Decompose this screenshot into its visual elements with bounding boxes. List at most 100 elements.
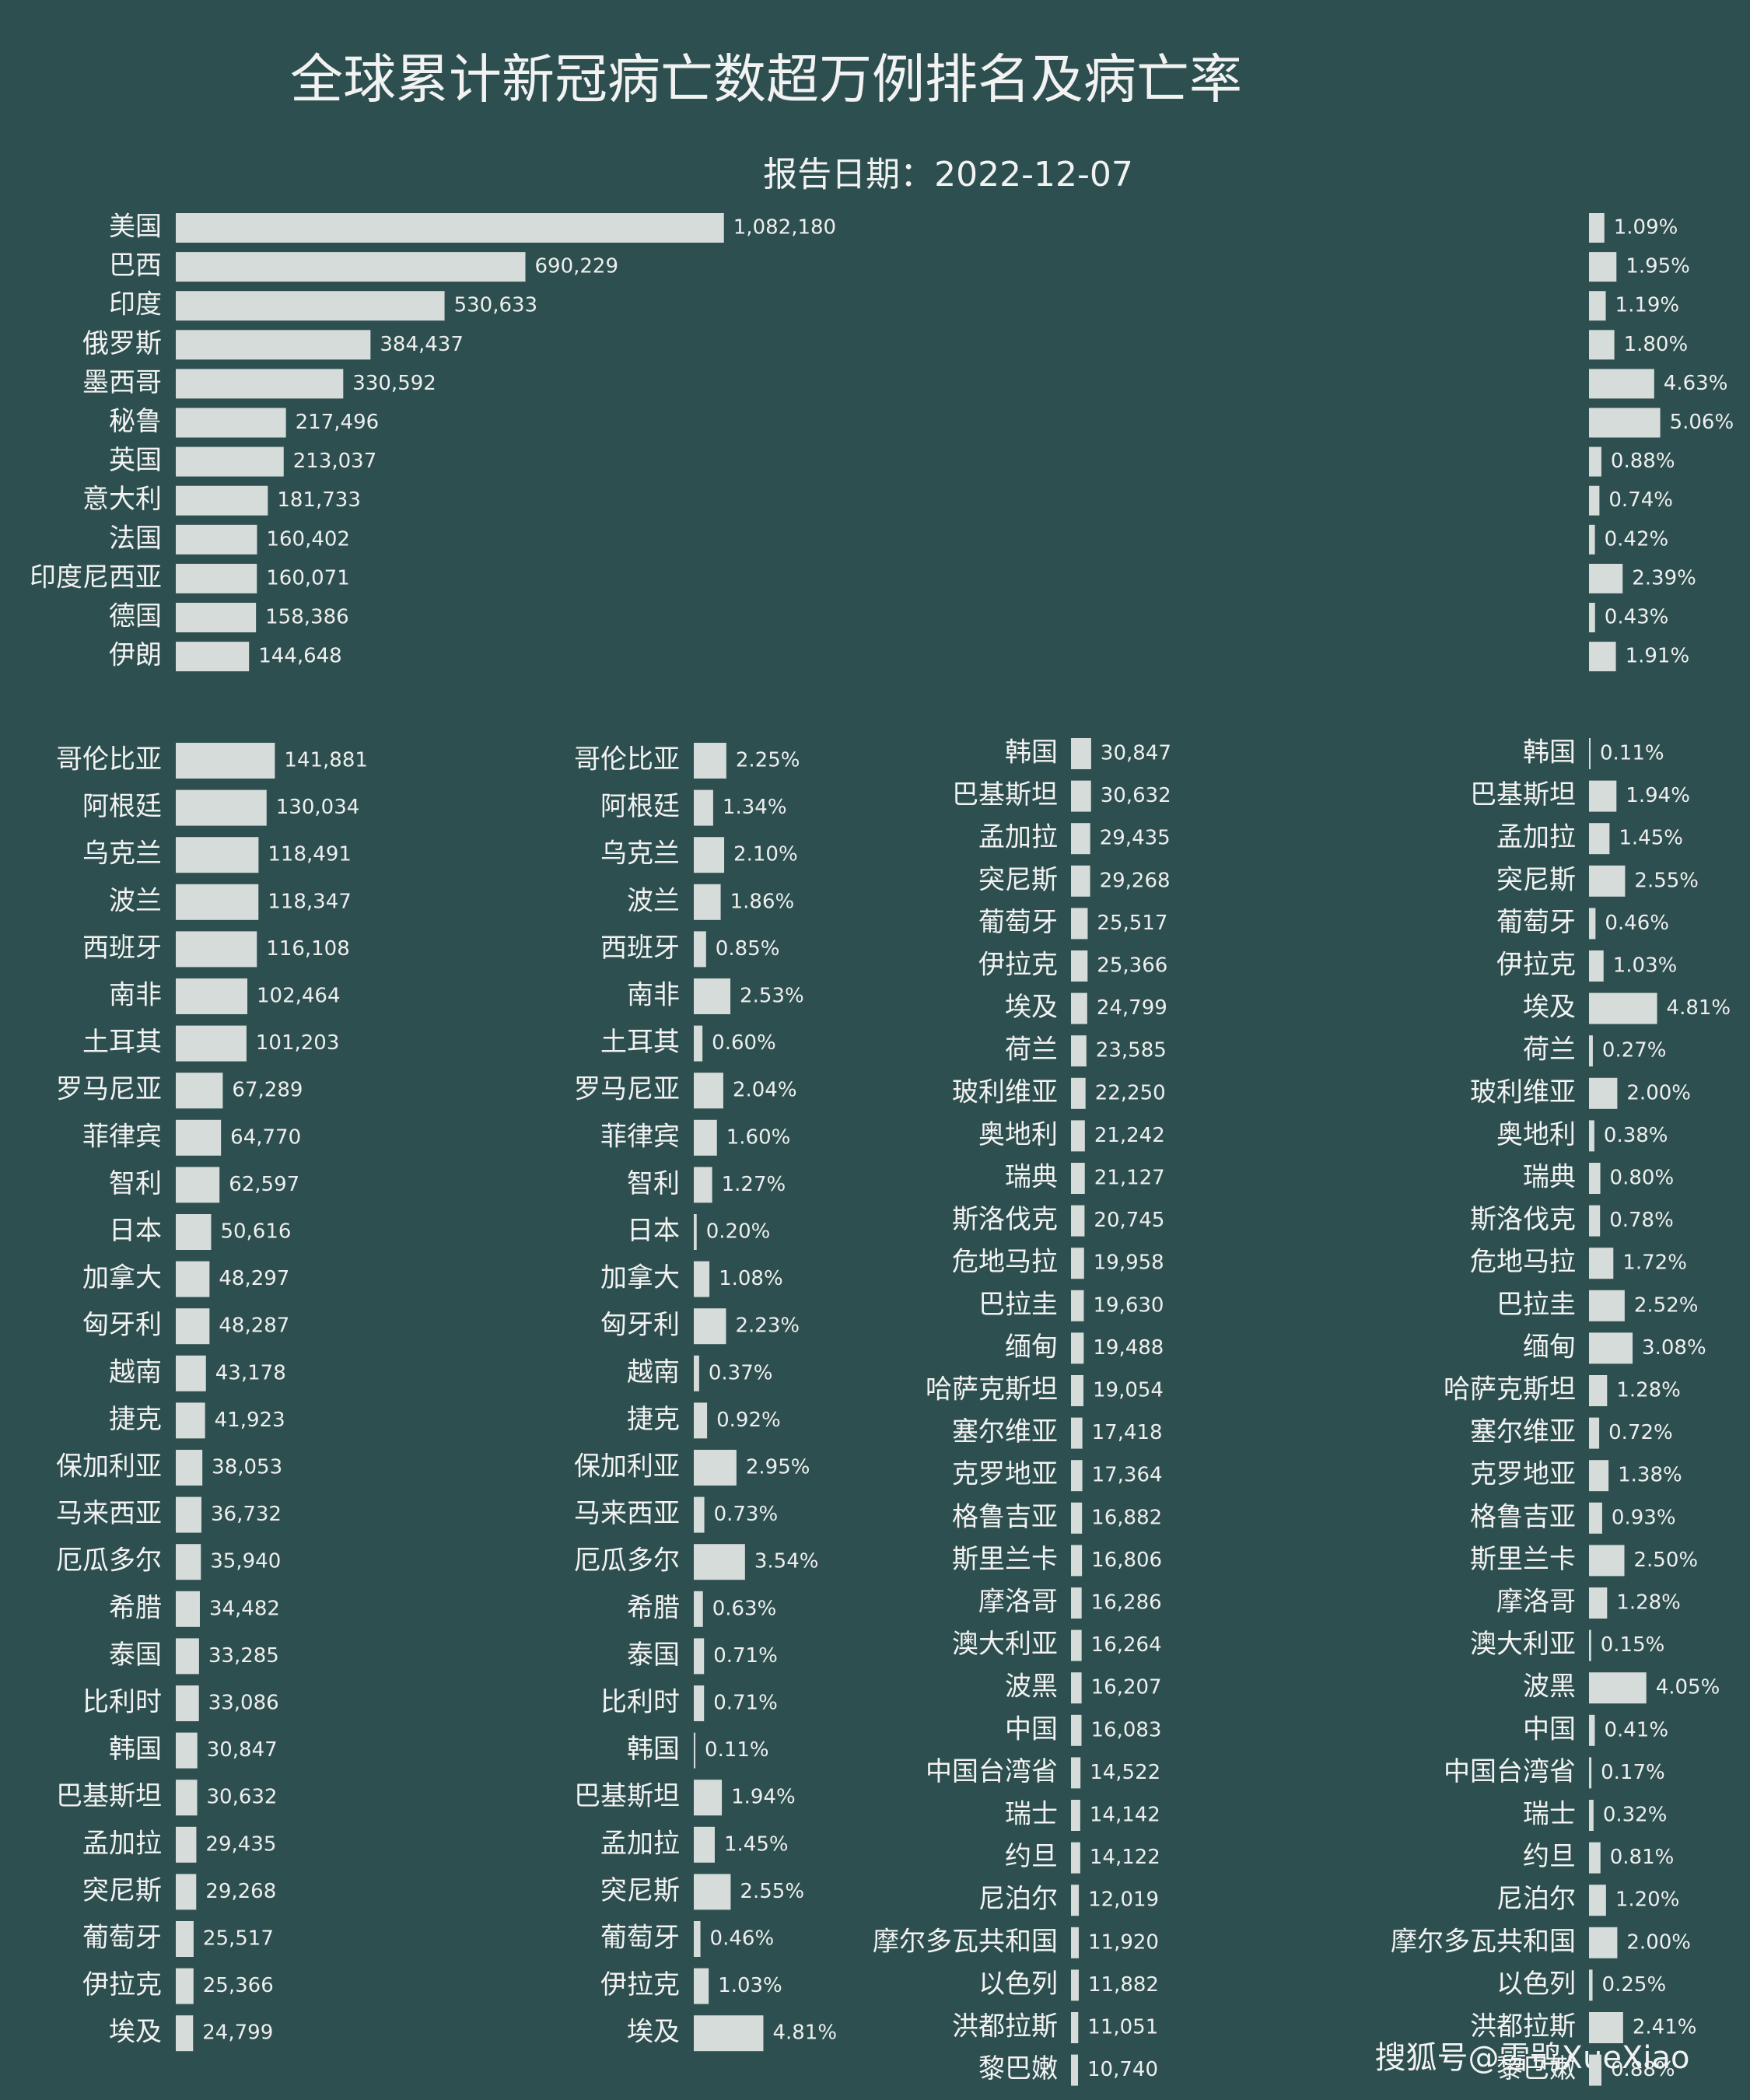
value-label: 16,882 [1091,1506,1162,1529]
bar [1589,2012,1623,2043]
bar [1071,1205,1085,1237]
value-label: 2.41% [1633,2016,1697,2039]
value-label: 690,229 [535,255,619,278]
value-label: 25,366 [203,1974,274,1997]
category-label: 中国台湾省 [1444,1756,1576,1787]
bar [1589,908,1596,940]
category-label: 格鲁吉亚 [1470,1501,1576,1532]
category-label: 斯洛伐克 [952,1204,1058,1235]
bar [1589,1163,1601,1194]
bar [1589,1672,1647,1704]
bar [1071,1077,1086,1109]
category-label: 韩国 [627,1734,680,1765]
bar [694,1214,697,1250]
category-label: 瑞典 [1005,1162,1058,1193]
value-label: 50,616 [220,1220,291,1244]
bar [694,1732,696,1769]
value-label: 10,740 [1087,2058,1158,2081]
category-label: 波黑 [1523,1671,1576,1703]
bar [1071,1460,1083,1492]
bar [1589,1077,1618,1109]
value-label: 0.20% [706,1220,771,1244]
category-label: 乌克兰 [82,838,162,870]
bar [1589,1502,1602,1534]
value-label: 141,881 [284,749,368,772]
value-label: 48,297 [219,1267,289,1290]
value-label: 330,592 [352,372,436,395]
category-label: 智利 [627,1168,680,1199]
value-label: 48,287 [219,1314,289,1338]
value-label: 24,799 [202,2021,273,2045]
bar [1071,1120,1085,1152]
value-label: 25,517 [1097,912,1167,935]
category-label: 捷克 [627,1404,680,1435]
category-label: 摩尔多瓦共和国 [873,1926,1058,1957]
category-label: 土耳其 [600,1027,680,1058]
bar [1589,1248,1614,1279]
category-label: 黎巴嫩 [978,2053,1058,2084]
category-label: 葡萄牙 [82,1923,162,1954]
category-label: 土耳其 [82,1027,162,1058]
bar [1589,1120,1594,1152]
value-label: 1.27% [722,1173,786,1196]
bar [1589,642,1616,672]
bar [694,1921,701,1957]
category-label: 厄瓜多尔 [574,1545,680,1577]
value-label: 1.03% [1613,954,1678,978]
bar [1589,330,1615,360]
category-label: 摩洛哥 [1496,1587,1576,1618]
category-label: 日本 [627,1216,680,1247]
category-label: 奥地利 [978,1119,1058,1150]
bar [1589,780,1617,812]
bar [694,1355,699,1391]
category-label: 克罗地亚 [1470,1459,1576,1490]
value-label: 38,053 [212,1456,282,1479]
category-label: 以色列 [978,1969,1058,2000]
category-label: 韩国 [109,1734,162,1765]
value-label: 16,286 [1091,1591,1162,1615]
bar [176,524,257,555]
category-label: 巴基斯坦 [1470,779,1576,810]
bar [694,743,726,779]
bar [176,1732,198,1769]
bar [1071,1927,1080,1958]
bar [694,1874,731,1910]
value-label: 2.95% [746,1456,810,1479]
category-label: 塞尔维亚 [1470,1416,1576,1447]
bar [694,1685,705,1721]
bar [176,1261,210,1297]
category-label: 哈萨克斯坦 [1444,1374,1576,1405]
bar [176,884,259,920]
value-label: 29,435 [205,1832,276,1856]
bar [176,330,371,360]
value-label: 1.45% [1619,827,1683,850]
value-label: 30,847 [207,1738,278,1762]
value-label: 2.39% [1632,566,1696,590]
value-label: 62,597 [229,1173,299,1196]
bar [1589,369,1654,399]
value-label: 0.46% [1605,912,1669,935]
value-label: 21,242 [1094,1124,1165,1147]
category-label: 比利时 [82,1687,162,1718]
category-label: 南非 [627,980,680,1011]
value-label: 2.50% [1634,1549,1699,1572]
category-label: 孟加拉 [978,822,1058,853]
value-label: 11,882 [1088,1973,1159,1997]
value-label: 217,496 [296,411,380,434]
value-label: 16,083 [1091,1718,1162,1741]
category-label: 洪都拉斯 [952,2011,1058,2042]
bar [176,789,267,826]
category-label: 印度尼西亚 [30,562,162,593]
category-label: 埃及 [1005,992,1058,1023]
value-label: 116,108 [266,937,350,961]
category-label: 加拿大 [82,1262,162,1293]
value-label: 19,958 [1094,1251,1164,1275]
bar [176,978,248,1014]
value-label: 0.43% [1605,606,1669,629]
category-label: 乌克兰 [600,838,680,870]
bar [1071,1163,1085,1194]
value-label: 1.38% [1618,1464,1682,1487]
bar [1071,2012,1079,2043]
bar [1071,1800,1080,1831]
bar [694,1025,703,1062]
